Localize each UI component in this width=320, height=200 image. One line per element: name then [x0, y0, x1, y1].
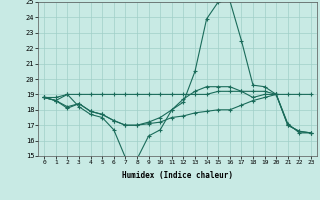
X-axis label: Humidex (Indice chaleur): Humidex (Indice chaleur) — [122, 171, 233, 180]
